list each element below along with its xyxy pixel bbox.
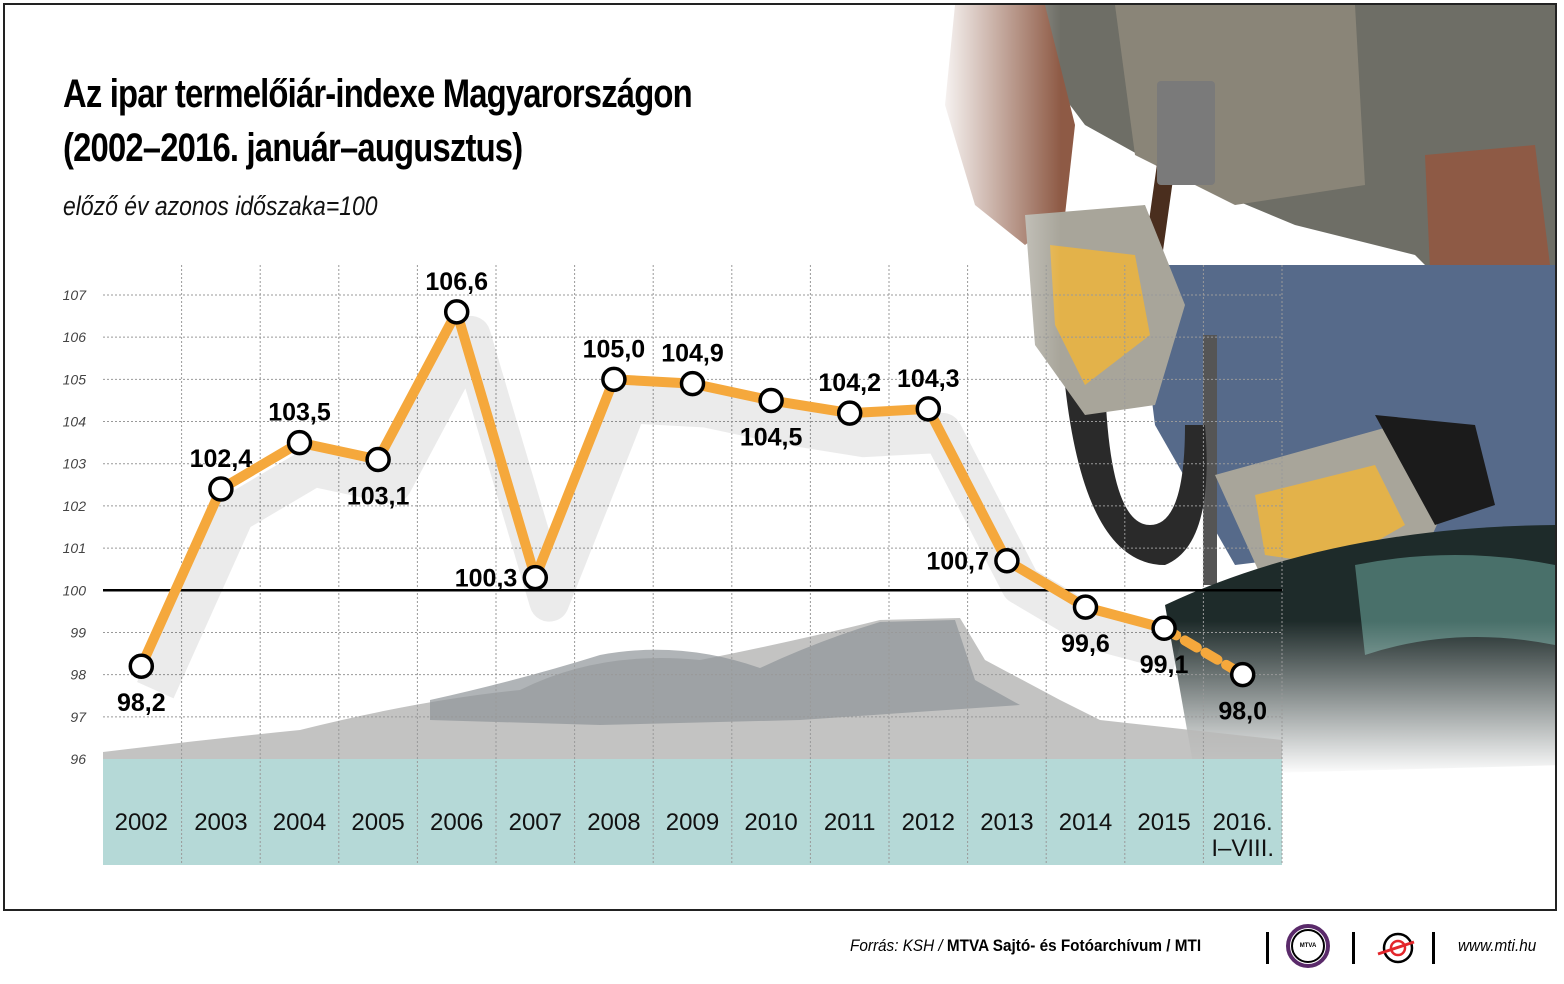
data-label: 98,2 (117, 689, 166, 717)
rocks-illustration (430, 620, 1020, 725)
data-label: 98,0 (1218, 698, 1267, 726)
x-tick-label: 2013 (980, 809, 1033, 836)
data-point-marker[interactable] (601, 366, 627, 393)
y-tick-label: 101 (63, 540, 86, 556)
data-point-marker[interactable] (1151, 615, 1177, 641)
source-agency: MTVA Sajtó- és Fotóarchívum / MTI (946, 936, 1202, 955)
data-point-marker[interactable] (758, 387, 784, 414)
data-label: 103,1 (347, 483, 410, 511)
x-tick-label: 2009 (666, 809, 719, 836)
line-chart: 96 97 98 99 100 101 102 103 104 105 106 107 2002 2003… (63, 265, 1283, 865)
chart-subtitle: előző év azonos időszaka=100 (63, 191, 378, 221)
footer-separator (1266, 932, 1269, 964)
y-tick-label: 99 (70, 624, 86, 640)
worker-photo-background (935, 5, 1555, 775)
category-axis-band (103, 759, 1282, 865)
x-tick-label: 2016. (1213, 809, 1273, 836)
y-tick-label: 103 (63, 456, 87, 472)
x-tick-label: 2011 (824, 809, 876, 836)
y-tick-label: 106 (63, 329, 87, 345)
data-point-marker[interactable] (522, 564, 549, 591)
source-credit: Forrás: KSH / MTVA Sajtó- és Fotóarchívu… (850, 936, 1201, 956)
data-point-marker[interactable] (1072, 594, 1099, 620)
mti-logo-icon (1377, 932, 1415, 964)
y-tick-label: 100 (63, 582, 87, 598)
source-prefix: Forrás: KSH / (850, 936, 947, 955)
y-tick-label: 107 (63, 287, 88, 303)
x-tick-label: 2014 (1059, 809, 1112, 836)
data-point-marker[interactable] (679, 370, 706, 397)
footer-separator (1352, 932, 1355, 964)
footer-separator (1432, 932, 1435, 964)
data-point-marker[interactable] (365, 446, 391, 473)
data-point-marker[interactable] (994, 547, 1020, 574)
x-tick-label: 2007 (509, 809, 562, 836)
series-line (136, 306, 1166, 669)
chart-title-line1: Az ipar termelőiár-indexe Magyarországon (63, 72, 693, 116)
x-tick-label: 2015 (1137, 809, 1190, 836)
data-label: 105,0 (583, 335, 646, 363)
data-point-marker[interactable] (836, 400, 863, 426)
data-label: 103,5 (268, 399, 331, 427)
chart-title: Az ipar termelőiár-indexe Magyarországon… (63, 67, 693, 175)
x-tick-label: 2003 (194, 809, 247, 836)
data-label: 102,4 (190, 445, 253, 473)
chart-title-line2: (2002–2016. január–augusztus) (63, 126, 523, 170)
x-tick-label: 2006 (430, 809, 483, 836)
data-label: 104,2 (818, 369, 881, 397)
data-label: 106,6 (425, 268, 488, 296)
infographic-frame: Az ipar termelőiár-indexe Magyarországon… (3, 3, 1557, 911)
y-tick-label: 97 (70, 709, 87, 725)
y-tick-label: 104 (63, 414, 87, 430)
data-label: 99,1 (1140, 651, 1189, 679)
mtva-logo-icon: MTVA (1286, 924, 1330, 968)
x-tick-label: I–VIII. (1211, 835, 1274, 862)
data-label: 104,5 (740, 423, 803, 451)
x-tick-label: 2005 (351, 809, 404, 836)
data-label: 104,3 (897, 365, 960, 393)
mtva-logo-label: MTVA (1299, 943, 1317, 949)
data-point-marker[interactable] (915, 396, 942, 422)
x-tick-label: 2008 (587, 809, 640, 836)
data-label: 104,9 (661, 340, 724, 368)
data-point-marker[interactable] (443, 299, 470, 325)
x-tick-label: 2010 (744, 809, 797, 836)
series-line-projected (1159, 623, 1248, 680)
data-point-marker[interactable] (128, 653, 155, 679)
y-tick-label: 98 (70, 667, 86, 683)
data-point-marker[interactable] (286, 429, 313, 456)
website-link[interactable]: www.mti.hu (1458, 936, 1537, 955)
y-tick-label: 96 (70, 751, 86, 767)
data-label: 100,3 (455, 565, 518, 593)
x-tick-label: 2004 (273, 809, 326, 836)
data-point-marker[interactable] (1229, 661, 1256, 688)
data-label: 100,7 (926, 548, 989, 576)
data-point-marker[interactable] (208, 476, 234, 502)
x-tick-label: 2012 (902, 809, 955, 836)
y-tick-label: 102 (63, 498, 87, 514)
line-shadow (137, 315, 1184, 699)
x-tick-label: 2002 (115, 809, 168, 836)
y-tick-label: 105 (63, 371, 87, 387)
worker-illustration (935, 5, 1555, 775)
data-label: 99,6 (1061, 630, 1110, 658)
